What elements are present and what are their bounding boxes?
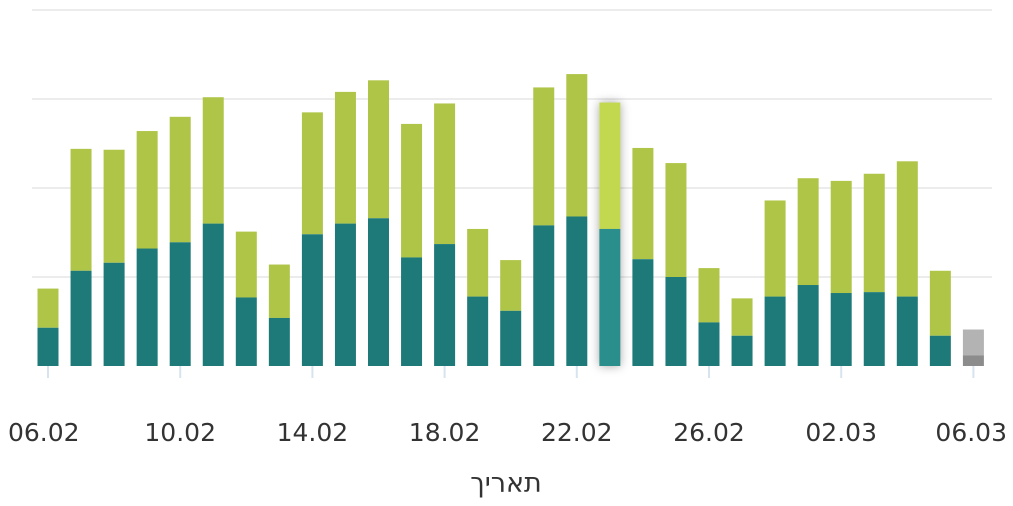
bar-lower-25.02[interactable] — [665, 277, 687, 366]
bar-upper-21.02[interactable] — [533, 87, 555, 226]
bar-upper-27.02[interactable] — [731, 298, 753, 336]
bar-group-02.03[interactable] — [830, 180, 852, 366]
bar-upper-06.03[interactable] — [962, 329, 984, 356]
bars — [37, 74, 984, 366]
bar-upper-02.03[interactable] — [830, 180, 852, 294]
bar-lower-06.03[interactable] — [962, 355, 984, 366]
bar-group-13.02[interactable] — [268, 264, 290, 366]
x-tick-label: 06.03 — [935, 418, 1007, 447]
bar-lower-26.02[interactable] — [698, 322, 720, 366]
bar-group-06.03[interactable] — [962, 329, 984, 366]
x-tick-label: 26.02 — [673, 418, 745, 447]
bar-lower-17.02[interactable] — [401, 257, 423, 366]
bar-lower-13.02[interactable] — [268, 317, 290, 366]
bar-group-28.02[interactable] — [764, 200, 786, 366]
bar-lower-07.02[interactable] — [70, 270, 92, 366]
bar-upper-04.03[interactable] — [896, 161, 918, 297]
bar-group-20.02[interactable] — [500, 260, 522, 366]
bar-lower-18.02[interactable] — [434, 244, 456, 366]
bar-upper-26.02[interactable] — [698, 268, 720, 323]
bar-lower-24.02[interactable] — [632, 259, 654, 366]
bar-lower-19.02[interactable] — [467, 296, 489, 366]
bar-group-09.02[interactable] — [136, 131, 158, 366]
bar-group-19.02[interactable] — [467, 228, 489, 366]
bar-upper-08.02[interactable] — [103, 149, 125, 263]
bar-upper-18.02[interactable] — [434, 103, 456, 245]
bar-group-05.03[interactable] — [929, 270, 951, 366]
bar-upper-24.02[interactable] — [632, 147, 654, 260]
bar-lower-09.02[interactable] — [136, 248, 158, 366]
bar-upper-22.02[interactable] — [566, 74, 588, 217]
bar-upper-03.03[interactable] — [863, 173, 885, 293]
bar-upper-25.02[interactable] — [665, 163, 687, 277]
x-tick-label: 14.02 — [277, 418, 349, 447]
bar-upper-05.03[interactable] — [929, 270, 951, 336]
x-tick-label: 02.03 — [805, 418, 877, 447]
bar-upper-06.02[interactable] — [37, 288, 59, 328]
bar-upper-13.02[interactable] — [268, 264, 290, 318]
bar-group-15.02[interactable] — [334, 91, 356, 366]
bar-lower-10.02[interactable] — [169, 242, 191, 366]
bar-group-22.02[interactable] — [566, 74, 588, 366]
bar-upper-12.02[interactable] — [235, 231, 257, 298]
x-tick-label: 22.02 — [541, 418, 613, 447]
bar-upper-10.02[interactable] — [169, 116, 191, 243]
bar-upper-09.02[interactable] — [136, 131, 158, 249]
bar-lower-06.02[interactable] — [37, 327, 59, 366]
bar-lower-16.02[interactable] — [368, 218, 389, 366]
bar-group-12.02[interactable] — [235, 231, 257, 366]
bar-lower-01.03[interactable] — [797, 285, 819, 366]
bar-upper-14.02[interactable] — [301, 112, 323, 235]
bar-group-26.02[interactable] — [698, 268, 720, 366]
x-axis-ticks: 06.02 10.02 14.02 18.02 22.02 26.02 02.03 06.03 — [8, 366, 1007, 447]
bar-upper-19.02[interactable] — [467, 228, 489, 297]
x-tick-label: 10.02 — [144, 418, 216, 447]
bar-upper-01.03[interactable] — [797, 178, 819, 286]
bar-lower-03.03[interactable] — [863, 292, 885, 366]
bar-group-06.02[interactable] — [37, 288, 59, 366]
bar-group-07.02[interactable] — [70, 148, 92, 366]
bar-upper-11.02[interactable] — [202, 97, 224, 224]
bar-upper-20.02[interactable] — [500, 260, 522, 311]
bar-group-01.03[interactable] — [797, 178, 819, 366]
x-tick-label: 06.02 — [8, 418, 80, 447]
bar-group-08.02[interactable] — [103, 149, 125, 366]
bar-lower-02.03[interactable] — [830, 293, 852, 366]
bar-group-16.02[interactable] — [368, 80, 389, 366]
bar-lower-11.02[interactable] — [202, 223, 224, 366]
bar-group-18.02[interactable] — [434, 103, 456, 366]
bar-group-24.02[interactable] — [632, 147, 654, 366]
bar-lower-28.02[interactable] — [764, 296, 786, 366]
bar-upper-16.02[interactable] — [368, 80, 389, 219]
bar-lower-20.02[interactable] — [500, 310, 522, 366]
bar-lower-12.02[interactable] — [235, 297, 257, 366]
bar-lower-27.02[interactable] — [731, 335, 753, 366]
x-tick-label: 18.02 — [409, 418, 481, 447]
bar-upper-15.02[interactable] — [334, 91, 356, 224]
bar-group-23.02[interactable] — [599, 102, 621, 366]
bar-lower-21.02[interactable] — [533, 225, 555, 366]
bar-group-27.02[interactable] — [731, 298, 753, 366]
bar-group-25.02[interactable] — [665, 163, 687, 366]
bar-group-03.03[interactable] — [863, 173, 885, 366]
bar-lower-08.02[interactable] — [103, 262, 125, 366]
bar-group-14.02[interactable] — [301, 112, 323, 366]
bar-upper-17.02[interactable] — [401, 123, 423, 258]
bar-lower-04.03[interactable] — [896, 296, 918, 366]
bar-group-04.03[interactable] — [896, 161, 918, 366]
bar-group-17.02[interactable] — [401, 123, 423, 366]
bar-lower-15.02[interactable] — [334, 223, 356, 366]
bar-upper-07.02[interactable] — [70, 148, 92, 271]
bar-upper-28.02[interactable] — [764, 200, 786, 297]
bar-group-21.02[interactable] — [533, 87, 555, 366]
bar-lower-22.02[interactable] — [566, 216, 588, 366]
bar-lower-23.02[interactable] — [599, 228, 621, 366]
bar-group-10.02[interactable] — [169, 116, 191, 366]
x-axis-title: תאריך — [470, 468, 542, 499]
bar-upper-23.02[interactable] — [599, 102, 621, 229]
bar-lower-05.03[interactable] — [929, 335, 951, 366]
bar-lower-14.02[interactable] — [301, 234, 323, 366]
bar-group-11.02[interactable] — [202, 97, 224, 366]
